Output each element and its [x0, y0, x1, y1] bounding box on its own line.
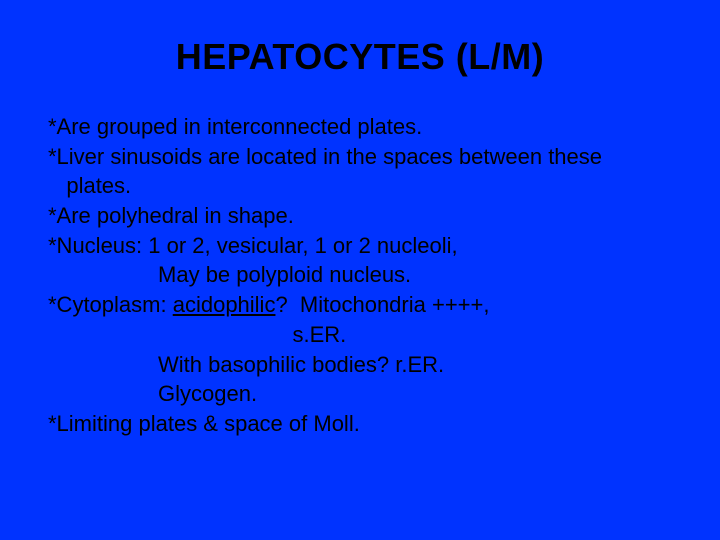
underlined-word: acidophilic [173, 292, 276, 317]
body-line: *Cytoplasm: acidophilic? Mitochondria ++… [48, 290, 680, 320]
body-line: *Limiting plates & space of Moll. [48, 409, 680, 439]
body-line: *Are grouped in interconnected plates. [48, 112, 680, 142]
body-line: *Nucleus: 1 or 2, vesicular, 1 or 2 nucl… [48, 231, 680, 261]
body-line: *Liver sinusoids are located in the spac… [48, 142, 680, 172]
body-line: Glycogen. [48, 379, 680, 409]
body-line: May be polyploid nucleus. [48, 260, 680, 290]
body-line: s.ER. [48, 320, 680, 350]
slide-title: HEPATOCYTES (L/M) [40, 36, 680, 78]
slide-body: *Are grouped in interconnected plates. *… [40, 112, 680, 439]
body-line: plates. [48, 171, 680, 201]
body-line: With basophilic bodies? r.ER. [48, 350, 680, 380]
body-line: *Are polyhedral in shape. [48, 201, 680, 231]
